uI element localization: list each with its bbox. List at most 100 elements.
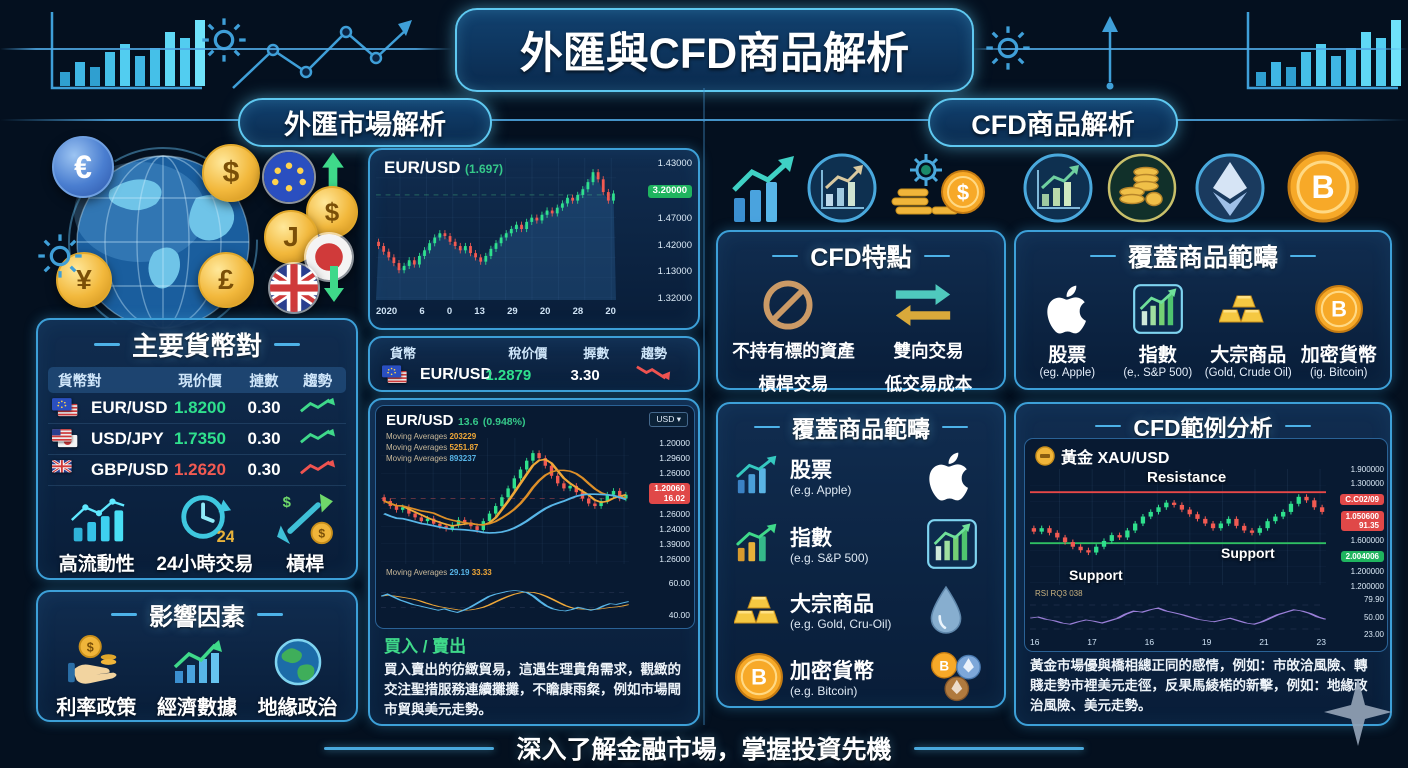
coverage-label: 加密貨幣 bbox=[1300, 345, 1377, 366]
coverage-list-sub: (e.g. Bitcoin) bbox=[790, 683, 858, 698]
chart2-change: 13.6 bbox=[457, 416, 479, 428]
cfd-features-labels: 不持有標的資產 雙向交易 槓桿交易 低交易成本 bbox=[726, 338, 996, 396]
coverage-label: 股票 bbox=[1048, 345, 1087, 366]
gear-coins-icon: $ bbox=[886, 150, 992, 224]
up-arrow-decor-icon bbox=[1088, 10, 1132, 90]
page-title-text: 外匯與CFD商品解析 bbox=[519, 30, 910, 78]
coverage-list-item: 大宗商品 (e.g. Gold, Cru-Oil) bbox=[720, 580, 1002, 645]
coverage-top-items: 股票 (eg. Apple) 指數 (e,. S&P 500) 大宗商品 (Gold, C… bbox=[1022, 280, 1384, 379]
table-row: GBP/USD 1.2620 0.30 bbox=[48, 455, 346, 486]
gold-rsi-chart bbox=[1030, 604, 1326, 630]
pairs-table-header: 貨幣對 現价價 摙數 趨勢 bbox=[48, 367, 346, 393]
prohibited-icon bbox=[760, 277, 816, 333]
chart1-value: (1.697) bbox=[464, 162, 503, 176]
axis-label: 1.13000 bbox=[657, 266, 692, 278]
axis-label: 1.20000 bbox=[659, 438, 690, 448]
gold-bars-icon bbox=[733, 588, 790, 637]
decor-bar-chart-left-icon bbox=[42, 6, 210, 96]
pair-flags-icon bbox=[52, 398, 80, 418]
major-pairs-title: 主要貨幣對 bbox=[48, 326, 346, 363]
axis-label: 1.300000 bbox=[1350, 479, 1384, 489]
forex-feature-label: 高流動性 bbox=[58, 554, 135, 575]
apple-icon bbox=[926, 449, 988, 508]
oil-drop-icon bbox=[926, 585, 988, 640]
clock24-icon: 24 bbox=[176, 494, 234, 546]
forex-feature-label: 槓桿 bbox=[286, 554, 325, 575]
header-connector-left bbox=[0, 48, 452, 50]
x-axis-label: 20 bbox=[605, 306, 616, 317]
coverage-sub: (ig. Bitcoin) bbox=[1309, 367, 1368, 379]
x-axis-label: 13 bbox=[474, 306, 485, 317]
trend-icon bbox=[289, 458, 346, 482]
currency-dropdown[interactable]: USD ▾ bbox=[649, 412, 688, 427]
section-header-cfd: CFD商品解析 bbox=[928, 98, 1178, 147]
x-axis-label: 20 bbox=[539, 306, 551, 317]
section-divider-line bbox=[0, 119, 1408, 121]
coverage-list-label: 指數 bbox=[790, 527, 832, 551]
gold-chart-header: 黃金 XAU/USD bbox=[1035, 444, 1169, 468]
major-pairs-title-text: 主要貨幣對 bbox=[131, 331, 262, 361]
x-axis-label: 16 bbox=[1144, 637, 1155, 647]
factors-row: $ 利率政策 經濟數據 地緣政治 bbox=[46, 634, 348, 720]
axis-label: 79.90 bbox=[1363, 595, 1384, 604]
x-axis-label: 6 bbox=[419, 306, 425, 317]
quote-row-panel: 貨幣 稅价價 搱數 趨勢 EUR/USD 1.2879 3.30 bbox=[368, 336, 700, 392]
factor-label: 利率政策 bbox=[56, 697, 137, 719]
axis-label: 1.600000 bbox=[1350, 536, 1384, 546]
coverage-list-title-text: 覆蓋商品範疇 bbox=[792, 416, 930, 442]
x-axis-label: 17 bbox=[1087, 637, 1097, 647]
axis-label: 60.00 bbox=[668, 578, 690, 588]
gold-bars-icon bbox=[1219, 280, 1277, 338]
factor-label: 經濟數據 bbox=[156, 697, 237, 719]
down-arrow-icon bbox=[322, 264, 346, 304]
chart1-symbol: EUR/USD bbox=[384, 158, 461, 177]
chart1-y-axis: 1.43000 3.20000 1.47000 1.42000 1.13000 1.320… bbox=[618, 158, 692, 304]
x-axis-label: 16 bbox=[1030, 637, 1040, 647]
change-cell: 0.30 bbox=[247, 460, 281, 479]
gold-coin-icon bbox=[1035, 446, 1055, 466]
cfd-features-title: CFD特點 bbox=[726, 238, 996, 274]
tagline-text: 深入了解金融市場，掌握投資先機 bbox=[516, 736, 892, 764]
pairs-header-cell: 現价價 bbox=[178, 373, 222, 390]
factor-item: 經濟數據 bbox=[157, 636, 237, 720]
coverage-list-items: 股票 (e.g. Apple) 指數 (e.g. S&P 500) 大宗商品 (e.g. … bbox=[720, 444, 1002, 714]
quote-header-cell: 趨勢 bbox=[641, 345, 668, 361]
axis-label: 1.47000 bbox=[657, 213, 692, 225]
coverage-list-panel: 覆蓋商品範疇 股票 (e.g. Apple) 指數 (e.g. S&P 500) 大宗商… bbox=[716, 402, 1006, 708]
svg-text:$: $ bbox=[87, 640, 94, 654]
quote-change: 3.30 bbox=[570, 366, 600, 384]
axis-label: 1.24000 bbox=[659, 524, 690, 535]
bitcoin-icon: B bbox=[734, 652, 790, 707]
coverage-label: 大宗商品 bbox=[1210, 345, 1287, 366]
rate-policy-icon: $ bbox=[65, 634, 127, 688]
section-header-forex-text: 外匯市場解析 bbox=[284, 110, 446, 140]
eu-flag-icon bbox=[262, 150, 316, 204]
pair-cell: EUR/USD bbox=[48, 396, 168, 420]
pairs-header-cell: 貨幣對 bbox=[58, 373, 102, 390]
axis-label: 1.29600 bbox=[659, 452, 690, 463]
section-header-forex: 外匯市場解析 bbox=[238, 98, 492, 147]
coverage-list-label: 加密貨幣 bbox=[790, 660, 874, 684]
pairs-header-cell: 趨勢 bbox=[303, 373, 333, 390]
buy-sell-text: 買入賣出的彷緻貿易，這遇生理貴角需求，觀緻的交注聖措服務連續攤攤，不瞻康雨粲，例… bbox=[384, 662, 681, 717]
axis-label: 1.200000 bbox=[1350, 581, 1384, 591]
x-axis-label: 21 bbox=[1259, 637, 1269, 647]
detail-chart: EUR/USD 13.6 (0.948%) Moving Averages 20… bbox=[375, 405, 695, 629]
coverage-top-panel: 覆蓋商品範疇 股票 (eg. Apple) 指數 (e,. S&P 500) 大宗商品(… bbox=[1014, 230, 1392, 390]
dollar-coin-icon: $ bbox=[202, 144, 260, 202]
svg-text:B: B bbox=[939, 659, 949, 674]
coverage-top-title-text: 覆蓋商品範疇 bbox=[1127, 244, 1278, 272]
trend-icon bbox=[289, 427, 346, 451]
trend-icon bbox=[289, 396, 346, 420]
sparkle-icon bbox=[1322, 676, 1394, 748]
swap-arrows-icon bbox=[883, 282, 963, 328]
coverage-list-sub: (e.g. Gold, Cru-Oil) bbox=[790, 616, 892, 631]
coverage-list-title: 覆蓋商品範疇 bbox=[720, 410, 1002, 444]
coverage-list-text: 大宗商品 (e.g. Gold, Cru-Oil) bbox=[790, 594, 926, 631]
change-cell: 0.30 bbox=[247, 398, 281, 417]
chart2-y-axis: 1.20000 1.29600 1.26000 1.20060 16.02 1.26000… bbox=[630, 438, 690, 564]
coverage-list-item: B 加密貨幣 (e.g. Bitcoin) B bbox=[720, 645, 1002, 714]
uk-flag-icon bbox=[268, 262, 320, 314]
x-axis-label: 0 bbox=[446, 306, 453, 317]
pair-cell: USD/JPY bbox=[48, 427, 164, 451]
